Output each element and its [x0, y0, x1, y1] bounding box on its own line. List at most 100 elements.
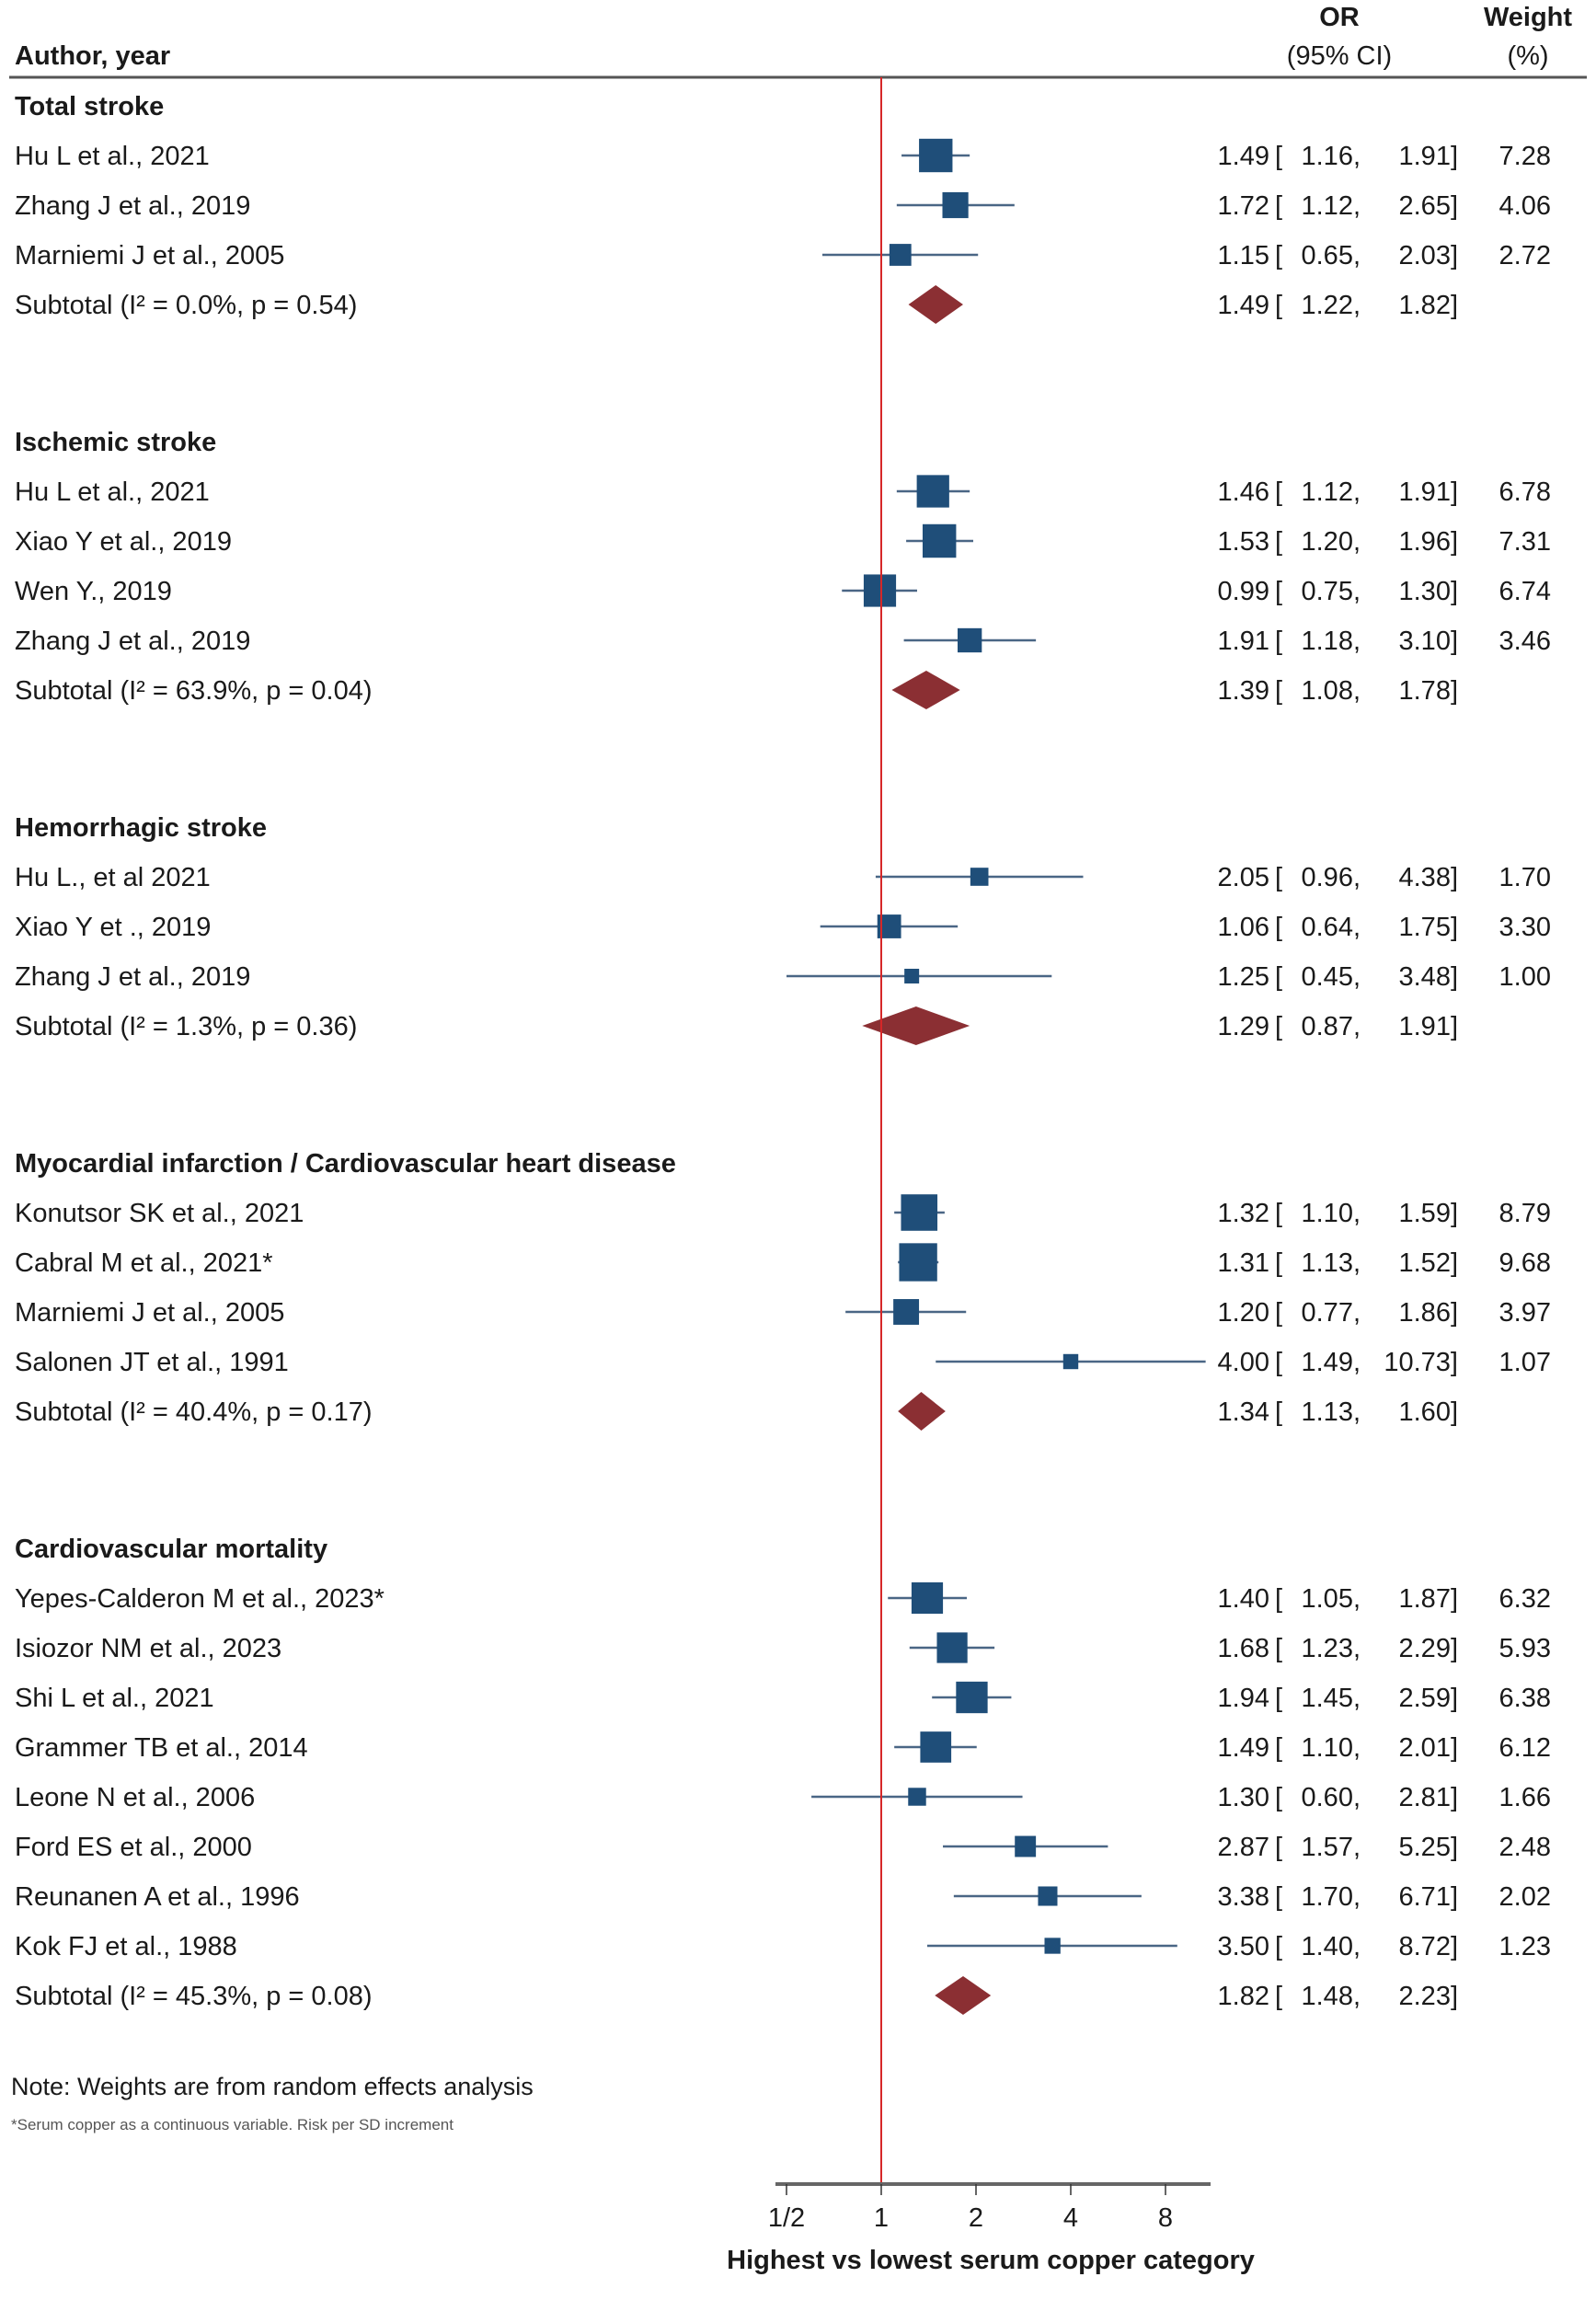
subtotal-row: Subtotal (I² = 1.3%, p = 0.36) 1.29[0.87,…	[15, 1006, 1458, 1045]
study-label: Xiao Y et al., 2019	[15, 527, 232, 557]
group-myocardial-infarction-cardiovascular-heart-disease: Myocardial infarction / Cardiovascular h…	[15, 1149, 1551, 1431]
subtotal-diamond	[891, 671, 960, 709]
study-row: Marniemi J et al., 2005 1.15[0.65, 2.03] 2.…	[15, 241, 1551, 270]
study-or-value: 1.49	[1218, 142, 1269, 171]
subtotal-ci-upper: 1.91]	[1399, 1012, 1459, 1041]
subtotal-label: Subtotal (I² = 1.3%, p = 0.36)	[15, 1012, 357, 1041]
point-estimate-square	[911, 1581, 944, 1615]
subtotal-diamond	[908, 285, 963, 324]
x-axis-label: Highest vs lowest serum copper category	[727, 2246, 1255, 2275]
study-label: Hu L et al., 2021	[15, 142, 210, 171]
subtotal-ci-bracket-open: [	[1275, 1397, 1282, 1427]
study-weight: 7.31	[1499, 527, 1551, 557]
study-ci-upper: 2.81]	[1399, 1783, 1459, 1812]
study-weight: 8.79	[1499, 1199, 1551, 1228]
subtotal-row: Subtotal (I² = 0.0%, p = 0.54) 1.49[1.22,…	[15, 285, 1458, 324]
study-or-value: 1.31	[1218, 1248, 1269, 1278]
study-weight: 1.66	[1499, 1783, 1551, 1812]
point-estimate-square	[936, 1632, 968, 1663]
study-label: Konutsor SK et al., 2021	[15, 1199, 304, 1228]
study-ci-lower: 0.65,	[1302, 241, 1361, 270]
study-label: Marniemi J et al., 2005	[15, 1298, 284, 1328]
subtotal-ci-upper: 1.82]	[1399, 291, 1459, 320]
point-estimate-square	[970, 868, 989, 886]
weight-column-header: Weight	[1484, 3, 1572, 32]
study-ci-upper: 1.75]	[1399, 913, 1459, 942]
subtotal-ci-lower: 1.22,	[1302, 291, 1361, 320]
subtotal-label: Subtotal (I² = 40.4%, p = 0.17)	[15, 1397, 373, 1427]
study-ci-bracket-open: [	[1275, 1634, 1282, 1663]
study-ci-bracket-open: [	[1275, 1199, 1282, 1228]
point-estimate-square	[920, 1731, 952, 1763]
study-weight: 1.70	[1499, 863, 1551, 892]
subtotal-or-value: 1.82	[1218, 1982, 1269, 2011]
point-estimate-square	[922, 523, 957, 558]
study-row: Yepes-Calderon M et al., 2023* 1.40[1.05,…	[15, 1581, 1551, 1615]
study-or-value: 2.05	[1218, 863, 1269, 892]
study-or-value: 2.87	[1218, 1833, 1269, 1862]
study-label: Kok FJ et al., 1988	[15, 1932, 237, 1961]
study-ci-upper: 1.86]	[1399, 1298, 1459, 1328]
study-ci-lower: 1.70,	[1302, 1882, 1361, 1912]
study-weight: 3.30	[1499, 913, 1551, 942]
point-estimate-square	[908, 1788, 926, 1806]
study-ci-upper: 3.10]	[1399, 627, 1459, 656]
study-ci-bracket-open: [	[1275, 1298, 1282, 1328]
study-ci-bracket-open: [	[1275, 1248, 1282, 1278]
study-row: Zhang J et al., 2019 1.25[0.45, 3.48] 1.00	[15, 962, 1551, 992]
point-estimate-square	[916, 475, 949, 508]
study-ci-lower: 1.20,	[1302, 527, 1361, 557]
point-estimate-square	[904, 969, 920, 983]
study-label: Zhang J et al., 2019	[15, 627, 250, 656]
study-ci-upper: 1.91]	[1399, 477, 1459, 507]
subtotal-ci-upper: 2.23]	[1399, 1982, 1459, 2011]
weights-note: Note: Weights are from random effects an…	[11, 2073, 534, 2100]
study-label: Hu L et al., 2021	[15, 477, 210, 507]
study-ci-upper: 10.73]	[1384, 1348, 1458, 1377]
study-row: Kok FJ et al., 1988 3.50[1.40, 8.72] 1.23	[15, 1932, 1551, 1961]
study-ci-lower: 0.96,	[1302, 863, 1361, 892]
study-weight: 6.32	[1499, 1584, 1551, 1614]
study-weight: 7.28	[1499, 142, 1551, 171]
study-ci-upper: 1.91]	[1399, 142, 1459, 171]
study-row: Xiao Y et ., 2019 1.06[0.64, 1.75] 3.30	[15, 913, 1551, 942]
group-header: Ischemic stroke	[15, 428, 216, 457]
study-row: Hu L et al., 2021 1.49[1.16, 1.91] 7.28	[15, 138, 1551, 173]
study-label: Shi L et al., 2021	[15, 1684, 214, 1713]
point-estimate-square	[889, 244, 912, 266]
subtotal-diamond	[862, 1006, 970, 1045]
study-ci-upper: 3.48]	[1399, 962, 1459, 992]
point-estimate-square	[942, 191, 969, 219]
study-ci-lower: 1.12,	[1302, 191, 1361, 221]
author-column-header: Author, year	[15, 41, 170, 71]
study-ci-upper: 1.52]	[1399, 1248, 1459, 1278]
study-ci-bracket-open: [	[1275, 1348, 1282, 1377]
study-ci-bracket-open: [	[1275, 577, 1282, 606]
subtotal-or-value: 1.29	[1218, 1012, 1269, 1041]
subtotal-label: Subtotal (I² = 0.0%, p = 0.54)	[15, 291, 357, 320]
study-ci-upper: 2.29]	[1399, 1634, 1459, 1663]
subtotal-or-value: 1.34	[1218, 1397, 1269, 1427]
study-ci-lower: 1.16,	[1302, 142, 1361, 171]
study-ci-bracket-open: [	[1275, 1733, 1282, 1763]
study-label: Cabral M et al., 2021*	[15, 1248, 272, 1278]
study-ci-bracket-open: [	[1275, 142, 1282, 171]
study-row: Wen Y., 2019 0.99[0.75, 1.30] 6.74	[15, 574, 1551, 607]
study-ci-bracket-open: [	[1275, 1932, 1282, 1961]
x-tick-label: 1/2	[768, 2203, 805, 2233]
study-ci-bracket-open: [	[1275, 1882, 1282, 1912]
subtotal-ci-lower: 1.48,	[1302, 1982, 1361, 2011]
group-header: Myocardial infarction / Cardiovascular h…	[15, 1149, 676, 1179]
study-row: Marniemi J et al., 2005 1.20[0.77, 1.86] 3.…	[15, 1298, 1551, 1328]
subtotal-row: Subtotal (I² = 45.3%, p = 0.08) 1.82[1.48…	[15, 1976, 1458, 2015]
study-ci-bracket-open: [	[1275, 241, 1282, 270]
study-weight: 2.72	[1499, 241, 1551, 270]
study-ci-upper: 1.30]	[1399, 577, 1459, 606]
point-estimate-square	[919, 138, 953, 173]
study-weight: 6.12	[1499, 1733, 1551, 1763]
study-ci-bracket-open: [	[1275, 1684, 1282, 1713]
